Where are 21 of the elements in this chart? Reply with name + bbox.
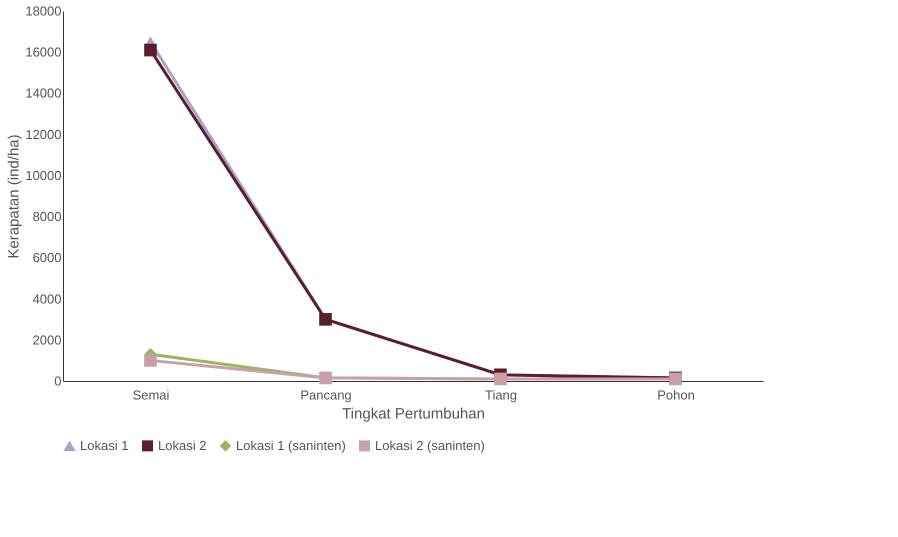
y-axis-title: Kerapatan (ind/ha) <box>5 134 22 259</box>
legend-label: Lokasi 2 (saninten) <box>375 438 485 453</box>
x-tick-label: Pancang <box>300 388 352 402</box>
y-tick-label: 8000 <box>32 209 62 224</box>
legend-label: Lokasi 2 <box>158 438 206 453</box>
x-tick-label: Semai <box>132 388 170 402</box>
legend-label: Lokasi 1 (saninten) <box>236 438 346 453</box>
x-tick-label: Pohon <box>657 388 695 402</box>
y-tick-label: 14000 <box>25 86 62 101</box>
y-tick-label: 10000 <box>25 168 62 183</box>
point <box>144 354 157 367</box>
y-tick-label: 4000 <box>32 291 62 306</box>
y-tick-label: 0 <box>54 374 62 388</box>
y-tick-label: 16000 <box>25 44 62 60</box>
y-tick-label: 18000 <box>25 4 62 18</box>
x-tick-label: Tiang <box>484 388 518 402</box>
y-tick-label: 6000 <box>32 250 62 266</box>
x-axis-title: Tingkat Pertumbuhan <box>342 406 485 422</box>
y-tick-label: 2000 <box>32 332 62 348</box>
legend-label: Lokasi 1 <box>80 438 128 454</box>
y-tick-label: 12000 <box>25 126 62 142</box>
